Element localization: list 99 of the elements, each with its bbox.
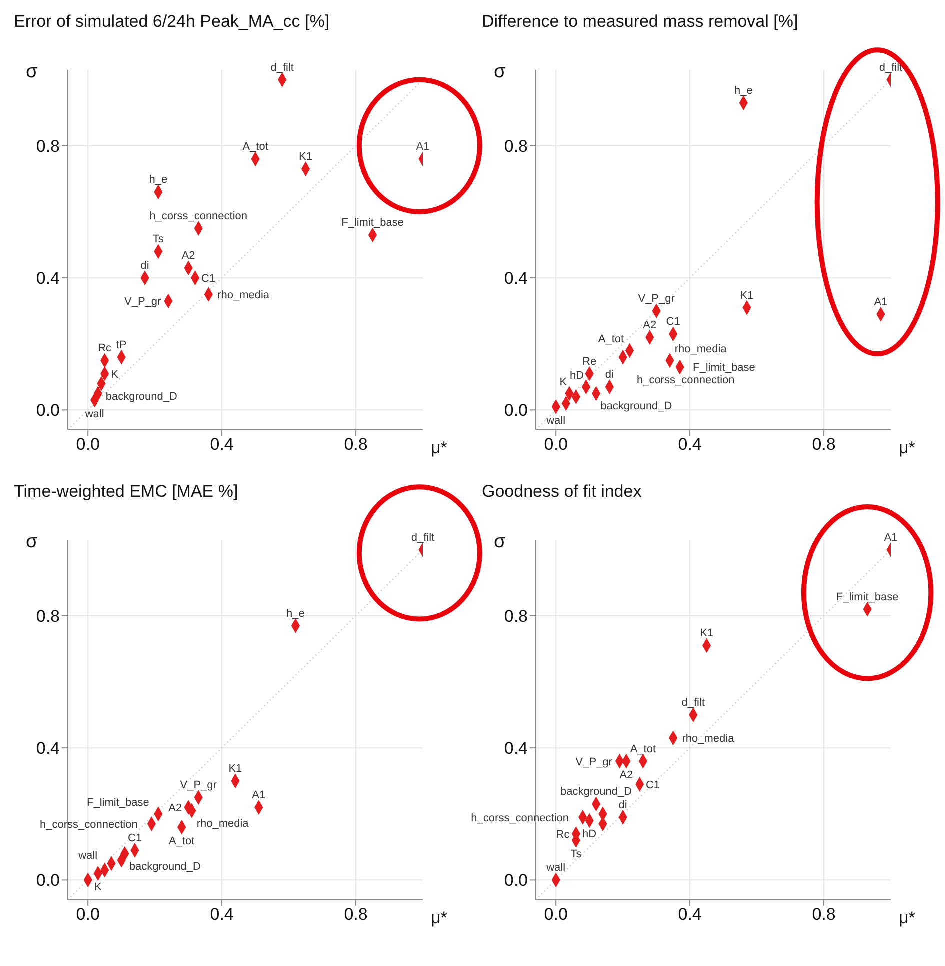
annotation: background_D	[560, 786, 632, 798]
y-tick-label: 0.0	[504, 871, 528, 890]
annotation: C1	[128, 832, 142, 844]
x-axis-title: μ*	[431, 908, 448, 928]
y-tick-label: 0.0	[36, 401, 60, 420]
annotation: A1	[252, 790, 266, 802]
annotation: F_limit_base	[693, 362, 756, 374]
annotation: C1	[201, 273, 216, 286]
y-tick-label: 0.4	[36, 269, 60, 288]
annotation: rho_media	[674, 344, 728, 356]
annotation: A2	[643, 320, 657, 332]
annotation: A1	[874, 296, 888, 308]
annotation: F_limit_base	[836, 591, 899, 604]
annotation: background_D	[129, 860, 201, 873]
x-tick-label: 0.4	[678, 905, 702, 924]
x-axis-title: μ*	[899, 908, 916, 928]
y-tick-label: 0.4	[504, 739, 528, 758]
x-tick-label: 0.0	[76, 435, 100, 454]
x-tick-label: 0.0	[544, 905, 568, 924]
annotation: d_filt	[270, 62, 294, 74]
annotation: rho_media	[218, 290, 270, 302]
chart-title: Goodness of fit index	[481, 481, 643, 503]
x-tick-label: 0.4	[210, 905, 234, 924]
chart-title: Error of simulated 6/24h Peak_MA_cc [%]	[13, 11, 331, 33]
annotation: V_P_gr	[576, 756, 613, 768]
x-tick-label: 0.4	[678, 435, 702, 454]
y-axis-title: σ	[26, 61, 38, 82]
annotation: h_e	[286, 608, 305, 620]
x-tick-label: 0.8	[344, 435, 368, 454]
x-tick-label: 0.4	[210, 435, 234, 454]
annotation: d_filt	[411, 532, 435, 544]
annotation: A2	[168, 802, 182, 815]
annotation: A_tot	[598, 334, 624, 346]
y-axis-title: σ	[494, 61, 506, 82]
annotation: K1	[700, 628, 714, 640]
annotation: F_limit_base	[342, 217, 404, 230]
annotation: A_tot	[630, 743, 656, 756]
annotation: d_filt	[682, 697, 706, 710]
x-axis-title: μ*	[899, 438, 916, 458]
annotation: K	[111, 368, 120, 381]
annotation: C1	[666, 316, 680, 328]
annotation: background_D	[600, 400, 672, 413]
x-tick-label: 0.8	[812, 905, 836, 924]
annotation: d_filt	[879, 62, 903, 74]
annotation: rho_media	[196, 818, 250, 830]
annotation: Rc	[556, 828, 570, 841]
chart-title: Time-weighted EMC [MAE %]	[13, 481, 240, 503]
x-tick-label: 0.8	[812, 435, 836, 454]
annotation: F_limit_base	[87, 797, 150, 810]
annotation: hD	[582, 828, 597, 841]
y-tick-label: 0.8	[36, 607, 60, 626]
annotation: tP	[116, 339, 127, 352]
annotation: h_e	[149, 174, 168, 186]
y-tick-label: 0.4	[504, 269, 528, 288]
x-axis-title: μ*	[431, 438, 448, 458]
annotation: K	[560, 376, 568, 389]
annotation: A_tot	[242, 141, 268, 154]
annotation: K1	[740, 290, 754, 302]
x-tick-label: 0.8	[344, 905, 368, 924]
annotation: hD	[570, 370, 584, 382]
annotation: V_P_gr	[180, 780, 218, 792]
annotation: V_P_gr	[124, 296, 162, 308]
annotation: wall	[78, 850, 98, 862]
annotation: background_D	[106, 390, 178, 403]
annotation: C1	[646, 779, 660, 792]
y-tick-label: 0.4	[36, 739, 60, 758]
annotation: wall	[546, 414, 566, 427]
annotation: Re	[582, 356, 597, 368]
annotation: A1	[884, 532, 898, 544]
annotation: K	[94, 882, 102, 894]
y-tick-label: 0.8	[36, 137, 60, 156]
x-tick-label: 0.0	[76, 905, 100, 924]
y-axis-title: σ	[26, 531, 38, 552]
annotation: A2	[620, 769, 634, 782]
annotation: V_P_gr	[638, 293, 676, 306]
y-tick-label: 0.0	[36, 871, 60, 890]
chart-title: Difference to measured mass removal [%]	[481, 11, 800, 33]
y-axis-title: σ	[494, 531, 506, 552]
annotation: A1	[416, 141, 430, 154]
annotation: h_e	[734, 85, 753, 98]
annotation: di	[605, 369, 614, 382]
annotation: di	[140, 260, 150, 272]
annotation: A_tot	[169, 835, 195, 848]
annotation: K1	[299, 151, 313, 164]
annotation: Ts	[152, 234, 164, 246]
annotation: wall	[84, 408, 104, 420]
y-tick-label: 0.8	[504, 607, 528, 626]
y-tick-label: 0.0	[504, 401, 528, 420]
annotation: Ts	[570, 848, 582, 861]
annotation: h_corss_connection	[150, 210, 248, 223]
annotation: K1	[228, 763, 242, 776]
annotation: rho_media	[682, 733, 736, 746]
annotation: di	[618, 799, 628, 812]
annotation: wall	[546, 862, 566, 874]
annotation: Rc	[98, 342, 112, 355]
y-tick-label: 0.8	[504, 137, 528, 156]
x-tick-label: 0.0	[544, 435, 568, 454]
annotation: A2	[182, 250, 196, 262]
annotation: h_corss_connection	[636, 374, 735, 386]
